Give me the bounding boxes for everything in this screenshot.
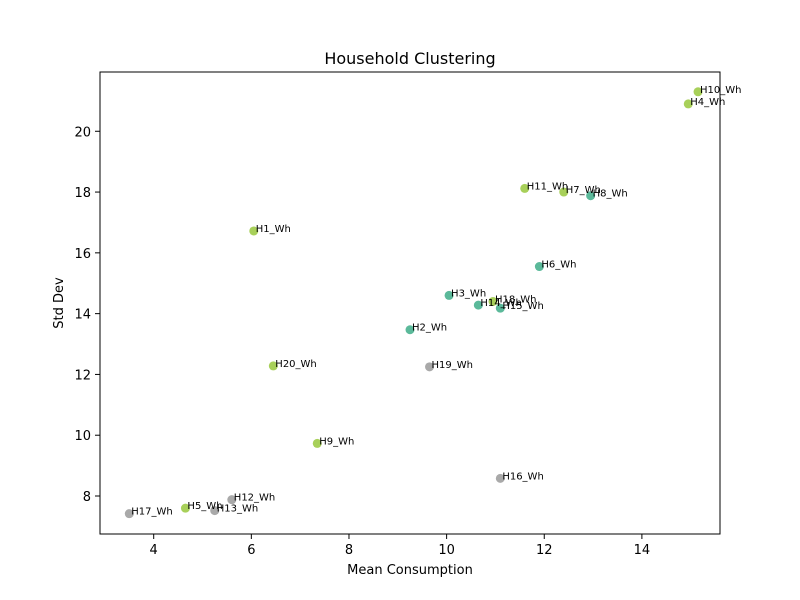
- data-point-label: H10_Wh: [700, 85, 741, 96]
- points-layer: [124, 87, 703, 519]
- data-point: [227, 495, 237, 505]
- y-axis-label: Std Dev: [52, 277, 67, 329]
- data-point: [444, 290, 454, 300]
- data-point: [534, 262, 544, 272]
- y-tick-label: 12: [74, 368, 91, 383]
- data-point: [124, 509, 134, 519]
- data-point: [473, 300, 483, 310]
- data-point: [520, 183, 530, 193]
- data-point: [495, 473, 505, 483]
- data-point: [586, 191, 596, 201]
- data-point-label: H1_Wh: [256, 224, 291, 235]
- data-point: [683, 99, 693, 109]
- data-point-label: H16_Wh: [502, 471, 543, 482]
- x-tick-label: 14: [634, 543, 651, 558]
- data-point-label: H3_Wh: [451, 288, 486, 299]
- data-point: [268, 361, 278, 371]
- data-point-label: H17_Wh: [131, 507, 172, 518]
- y-tick-label: 16: [74, 247, 91, 262]
- y-tick-label: 14: [74, 308, 91, 323]
- data-point-label: H9_Wh: [319, 436, 354, 447]
- data-point: [488, 296, 498, 306]
- data-point: [495, 303, 505, 313]
- y-tick-label: 10: [74, 429, 91, 444]
- x-tick-label: 10: [438, 543, 455, 558]
- data-point-label: H5_Wh: [187, 501, 222, 512]
- data-point-label: H14_Wh: [480, 298, 521, 309]
- data-point: [180, 503, 190, 513]
- data-point-label: H8_Wh: [593, 189, 628, 200]
- data-point-label: H12_Wh: [234, 493, 275, 504]
- x-tick-label: 6: [247, 543, 255, 558]
- y-tick-label: 8: [83, 490, 91, 505]
- y-axis: 8 10 12 14 16 18 20: [74, 125, 100, 505]
- data-point-label: H6_Wh: [541, 260, 576, 271]
- y-tick-label: 20: [74, 125, 91, 140]
- y-tick-label: 18: [74, 186, 91, 201]
- data-point: [210, 506, 220, 516]
- data-point-label: H2_Wh: [412, 323, 447, 334]
- point-labels-layer: H1_Wh H2_Wh H3_Wh H4_Wh H5_Wh H6_Wh H7_WhH8_Wh…: [131, 85, 741, 518]
- data-point: [425, 362, 435, 372]
- data-point-label: H4_Wh: [690, 97, 725, 108]
- data-point-label: H18_Wh: [495, 294, 536, 305]
- data-point: [312, 438, 322, 448]
- chart-title: Household Clustering: [324, 49, 495, 68]
- data-point: [249, 226, 259, 236]
- x-tick-label: 8: [345, 543, 353, 558]
- data-point-label: H20_Wh: [275, 359, 316, 370]
- data-point-label: H11_Wh: [527, 181, 568, 192]
- plot-frame: [99, 71, 721, 535]
- x-axis-label: Mean Consumption: [347, 563, 473, 578]
- data-point: [559, 187, 569, 197]
- x-axis: 4 6 8 10 12 14: [150, 534, 651, 558]
- data-point-label: H15_Wh: [502, 301, 543, 312]
- data-point: [693, 87, 703, 97]
- data-point: [405, 325, 415, 335]
- data-point-label: H7_Wh: [566, 185, 601, 196]
- x-tick-label: 4: [150, 543, 158, 558]
- data-point-label: H19_Wh: [432, 360, 473, 371]
- data-point-label: H13_Wh: [217, 504, 258, 515]
- x-tick-label: 12: [536, 543, 553, 558]
